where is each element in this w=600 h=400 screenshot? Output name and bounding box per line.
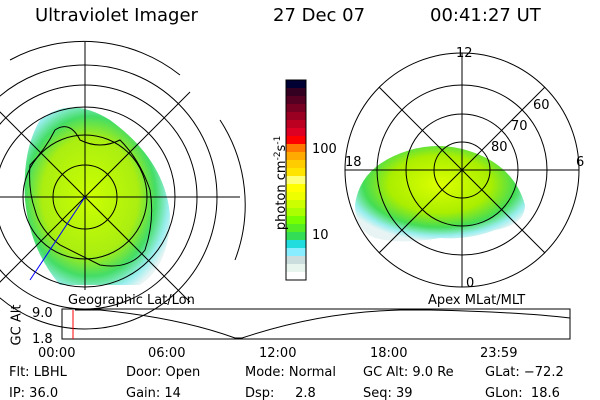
colorbar-swatch — [286, 152, 306, 161]
unit-mid: s — [274, 144, 290, 152]
instrument-title: Ultraviolet Imager — [35, 5, 198, 26]
colorbar-swatch — [286, 224, 306, 233]
xtick-1200: 12:00 — [259, 346, 297, 361]
mlat-label-80: 80 — [491, 140, 508, 155]
xtick-2359: 23:59 — [480, 346, 518, 361]
mlt-label-12: 12 — [456, 46, 473, 61]
coastline — [29, 126, 153, 267]
ytick-9: 9.0 — [32, 306, 53, 321]
colorbar-swatch — [286, 256, 306, 265]
colorbar-unit-label: photon cm-2s-1 — [257, 121, 303, 261]
colorbar-swatch — [286, 208, 306, 217]
time-label: 00:41:27 UT — [430, 5, 541, 26]
colorbar-swatch — [286, 128, 306, 137]
status-gc-alt: GC Alt: 9.0 Re — [363, 365, 454, 380]
colorbar-frame — [285, 79, 307, 281]
xtick-0600: 06:00 — [148, 346, 186, 361]
colorbar-swatch — [286, 80, 306, 89]
timeline-ylabel: GC Alt — [9, 304, 25, 346]
status-glon: GLon: 18.6 — [485, 386, 560, 400]
colorbar-swatch — [286, 176, 306, 185]
status-door: Door: Open — [126, 365, 201, 380]
apex-label: Apex MLat/MLT — [428, 293, 526, 308]
altitude-timeline — [61, 308, 571, 340]
colorbar-swatch — [286, 232, 306, 241]
status-dsp: Dsp: 2.8 — [245, 386, 316, 400]
xtick-1800: 18:00 — [370, 346, 408, 361]
colorbar-swatch — [286, 136, 306, 145]
status-glat: GLat: −72.2 — [485, 365, 564, 380]
status-mode: Mode: Normal — [245, 365, 336, 380]
colorbar-swatch — [286, 264, 306, 273]
ytick-1-8: 1.8 — [32, 332, 53, 347]
xtick-0000: 00:00 — [38, 346, 76, 361]
colorbar-swatch — [286, 112, 306, 121]
altitude-curve — [75, 309, 571, 339]
colorbar-swatch — [286, 272, 306, 281]
colorbar-tick-100: 100 — [312, 142, 337, 157]
unit-sup1: -2 — [272, 151, 283, 161]
colorbar-swatch — [286, 168, 306, 177]
colorbar-swatch — [286, 120, 306, 129]
colorbar-swatch — [286, 248, 306, 257]
geographic-label: Geographic Lat/Lon — [68, 293, 195, 308]
colorbar-swatch — [286, 216, 306, 225]
geographic-map — [0, 42, 240, 330]
colorbar — [286, 80, 306, 281]
unit-text: photon cm — [274, 160, 290, 231]
mlt-label-6: 6 — [576, 155, 585, 170]
status-gain: Gain: 14 — [126, 386, 181, 400]
colorbar-swatch — [286, 144, 306, 153]
status-filter: Flt: LBHL — [9, 365, 67, 380]
mlt-label-18: 18 — [345, 155, 362, 170]
status-ip: IP: 36.0 — [9, 386, 59, 400]
colorbar-swatch — [286, 96, 306, 105]
colorbar-tick-10: 10 — [312, 228, 329, 243]
globe-limb-top — [9, 40, 181, 76]
status-seq: Seq: 39 — [363, 386, 413, 400]
colorbar-swatch — [286, 240, 306, 249]
colorbar-swatch — [286, 192, 306, 201]
polar-plot — [344, 52, 580, 288]
aurora-oval-geographic — [24, 107, 171, 285]
mlat-label-60: 60 — [533, 98, 550, 113]
mlt-label-0: 0 — [466, 276, 475, 291]
unit-sup2: -1 — [272, 135, 283, 145]
colorbar-swatch — [286, 88, 306, 97]
date-label: 27 Dec 07 — [273, 5, 366, 26]
colorbar-swatch — [286, 104, 306, 113]
colorbar-swatch — [286, 200, 306, 209]
globe-limb — [219, 119, 246, 261]
colorbar-swatch — [286, 160, 306, 169]
colorbar-swatch — [286, 184, 306, 193]
mlat-label-70: 70 — [511, 119, 528, 134]
